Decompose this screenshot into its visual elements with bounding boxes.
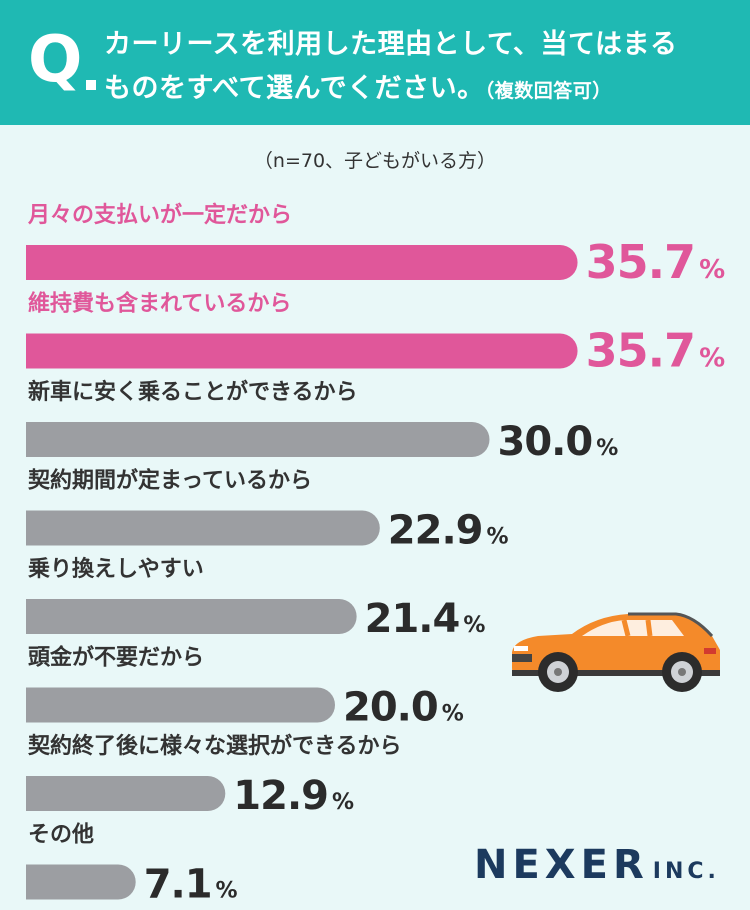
bar: [26, 333, 578, 369]
bar-left-edge: [26, 510, 61, 546]
bar: [26, 422, 490, 457]
value-label: 30.0: [498, 419, 593, 465]
bar-left-edge: [26, 687, 61, 723]
percent-unit: %: [699, 255, 725, 285]
value-label: 7.1: [144, 862, 212, 908]
bar: [26, 687, 335, 723]
category-label: 乗り換えしやすい: [28, 556, 204, 582]
sample-note: （n=70、子どもがいる方）: [253, 150, 497, 172]
logo-main: NEXER: [474, 842, 649, 888]
category-label: 契約終了後に様々な選択ができるから: [27, 733, 402, 759]
value-label: 21.4: [365, 596, 460, 642]
question-line-2-text: ものをすべて選んでください。: [104, 73, 485, 104]
value-label: 35.7: [586, 235, 696, 289]
value-label: 22.9: [388, 508, 483, 554]
bar: [26, 245, 578, 280]
value-label: 35.7: [586, 324, 696, 378]
category-label: 頭金が不要だから: [28, 645, 204, 671]
value-label: 20.0: [343, 685, 438, 731]
category-label: 維持費も含まれているから: [28, 291, 291, 317]
car-icon: [512, 612, 720, 692]
bar-left-edge: [26, 599, 61, 634]
percent-unit: %: [487, 525, 509, 550]
percent-unit: %: [332, 790, 354, 815]
percent-unit: %: [463, 613, 485, 638]
q-mark: Q: [28, 23, 83, 97]
percent-unit: %: [442, 702, 464, 727]
logo-suffix: INC.: [652, 859, 720, 884]
bar: [26, 510, 380, 546]
category-label: その他: [28, 823, 94, 848]
bar-left-edge: [26, 864, 61, 900]
question-header: Q カーリースを利用した理由として、当てはまる ものをすべて選んでください。（複…: [0, 0, 750, 125]
bar-left-edge: [26, 776, 61, 811]
bar-left-edge: [26, 245, 61, 280]
percent-unit: %: [699, 344, 725, 374]
bar: [26, 599, 357, 634]
percent-unit: %: [596, 436, 618, 461]
category-label: 新車に安く乗ることができるから: [28, 379, 358, 405]
question-line-1: カーリースを利用した理由として、当てはまる: [104, 29, 678, 60]
question-line-2: ものをすべて選んでください。（複数回答可）: [104, 66, 612, 105]
q-dot: [86, 80, 96, 90]
category-label: 月々の支払いが一定だから: [27, 202, 292, 228]
question-note: （複数回答可）: [484, 80, 612, 102]
bar-left-edge: [26, 422, 61, 457]
percent-unit: %: [216, 879, 238, 904]
category-label: 契約期間が定まっているから: [27, 468, 312, 494]
nexer-logo: NEXER INC.: [474, 842, 720, 888]
bar-left-edge: [26, 333, 61, 369]
value-label: 12.9: [233, 773, 328, 819]
bar: [26, 776, 226, 811]
